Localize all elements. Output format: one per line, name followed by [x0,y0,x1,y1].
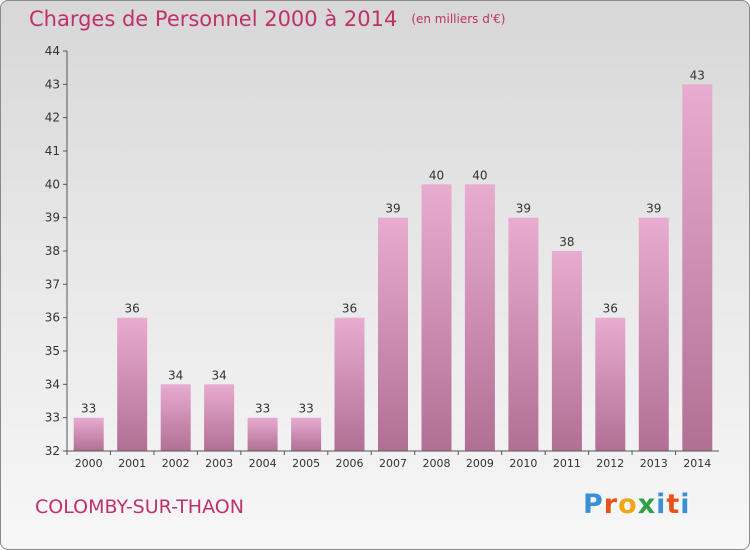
logo-letter: i [656,489,667,520]
chart-title: Charges de Personnel 2000 à 2014 (en mill… [29,7,505,31]
bar [160,384,191,451]
x-tick-label: 2000 [75,457,103,470]
bar [421,184,452,452]
bar [464,184,495,452]
bar [117,317,148,451]
bar [247,417,278,451]
proxiti-logo: Proxiti [583,489,691,520]
data-label: 40 [429,168,444,182]
data-label: 36 [342,302,357,316]
y-tick-label: 33 [45,411,60,425]
bar [334,317,365,451]
x-tick-label: 2003 [205,457,233,470]
y-tick-label: 43 [45,77,60,91]
logo-letter: i [680,489,691,520]
y-tick-label: 37 [45,277,60,291]
y-tick-label: 36 [45,311,60,325]
logo-letter: o [618,489,638,520]
x-tick-label: 2014 [683,457,711,470]
logo-letter: t [666,489,681,520]
x-tick-label: 2008 [423,457,451,470]
y-tick-label: 34 [45,377,60,391]
x-tick-label: 2011 [553,457,581,470]
x-tick-label: 2009 [466,457,494,470]
logo-letter: r [603,489,619,520]
data-label: 33 [255,402,270,416]
x-tick-label: 2006 [336,457,364,470]
x-tick-label: 2002 [162,457,190,470]
x-tick-label: 2013 [640,457,668,470]
data-label: 36 [125,302,140,316]
logo-letter: P [583,489,604,520]
bar [638,217,669,451]
data-label: 34 [211,368,226,382]
data-label: 39 [516,202,531,216]
logo-letter: x [637,489,657,520]
data-label: 40 [472,168,487,182]
bar [551,251,582,451]
commune-name: COLOMBY-SUR-THAON [35,496,244,518]
bar [508,217,539,451]
x-tick-label: 2007 [379,457,407,470]
data-label: 38 [559,235,574,249]
x-tick-label: 2004 [249,457,277,470]
x-tick-label: 2005 [292,457,320,470]
bar [595,317,626,451]
y-tick-label: 35 [45,344,60,358]
y-tick-label: 42 [45,111,60,125]
y-tick-label: 44 [45,44,60,58]
bar [204,384,235,451]
chart-title-text: Charges de Personnel 2000 à 2014 [29,7,398,31]
y-tick-label: 38 [45,244,60,258]
y-tick-label: 41 [45,144,60,158]
bar [682,84,713,452]
chart-unit: (en milliers d'€) [411,12,506,26]
data-label: 39 [646,202,661,216]
bar [291,417,322,451]
y-tick-label: 39 [45,211,60,225]
bar [73,417,104,451]
data-label: 33 [298,402,313,416]
data-label: 33 [81,402,96,416]
data-label: 34 [168,368,183,382]
x-tick-label: 2010 [509,457,537,470]
data-label: 36 [603,302,618,316]
data-label: 43 [690,68,705,82]
bar [378,217,408,451]
y-tick-label: 32 [45,444,60,458]
y-tick-label: 40 [45,177,60,191]
x-tick-label: 2012 [596,457,624,470]
data-label: 39 [385,202,400,216]
x-tick-label: 2001 [118,457,146,470]
